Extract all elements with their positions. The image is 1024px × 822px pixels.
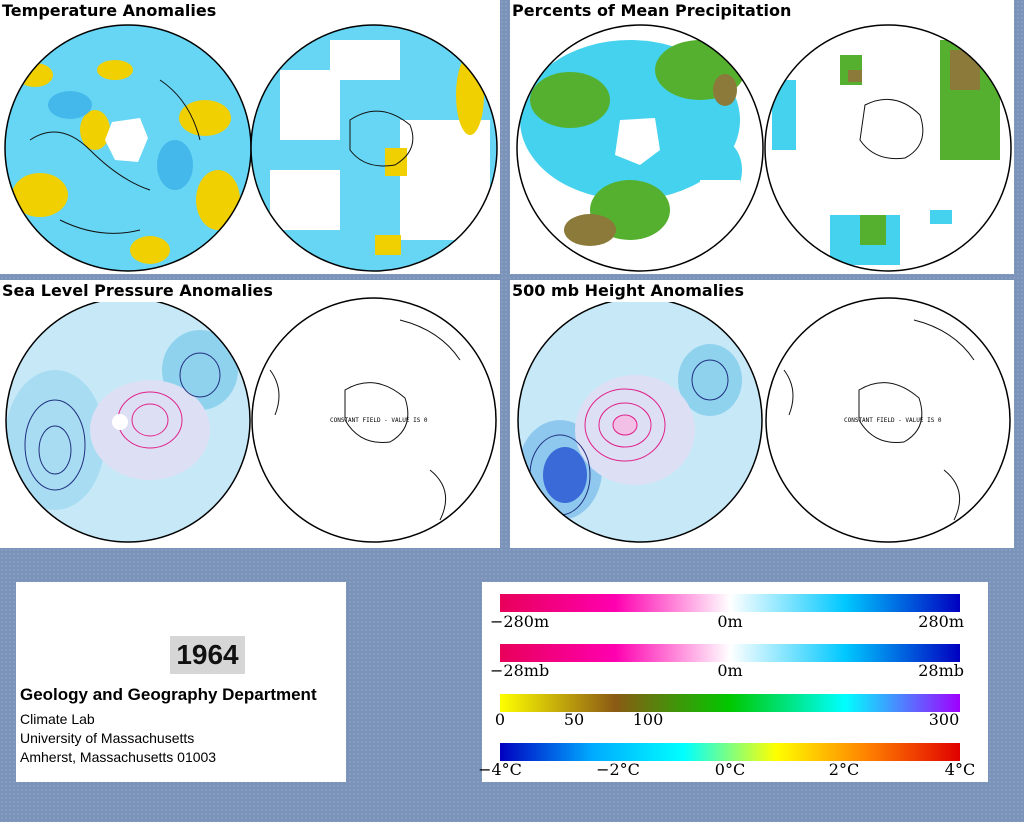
pressure-color-bar: [500, 644, 960, 662]
southern-hemisphere-map: [765, 297, 1011, 543]
sea-level-pressure-panel: Sea Level Pressure Anomalies CONSTANT FI…: [0, 280, 500, 548]
temp-tick-minus2: −2°C: [596, 760, 640, 779]
panel-title: Sea Level Pressure Anomalies: [0, 280, 275, 302]
temp-tick-minus4: −4°C: [478, 760, 522, 779]
northern-hemisphere-map: [5, 25, 251, 271]
temperature-anomalies-panel: Temperature Anomalies: [0, 0, 500, 274]
northern-hemisphere-map: [6, 298, 250, 542]
southern-hemisphere-map: [251, 297, 497, 543]
pressure-tick-min: −28mb: [490, 661, 550, 680]
temp-tick-4: 4°C: [944, 760, 976, 779]
500mb-height-panel: 500 mb Height Anomalies CONSTANT FIELD -…: [510, 280, 1014, 548]
constant-field-note: CONSTANT FIELD - VALUE IS 0: [330, 417, 428, 424]
northern-hemisphere-map: [517, 25, 763, 271]
precip-tick-300: 300: [928, 710, 960, 729]
constant-field-note: CONSTANT FIELD - VALUE IS 0: [844, 417, 942, 424]
temperature-maps: [4, 24, 498, 272]
precipitation-panel: Percents of Mean Precipitation: [510, 0, 1014, 274]
precip-tick-100: 100: [632, 710, 664, 729]
precipitation-maps: [516, 24, 1012, 272]
panel-title: Percents of Mean Precipitation: [510, 0, 794, 22]
height-tick-min: −280m: [490, 612, 550, 631]
temperature-color-bar: [500, 743, 960, 761]
precip-tick-0: 0: [494, 710, 506, 729]
height-tick-max: 280m: [918, 612, 964, 631]
lab-name: Climate Lab: [20, 711, 95, 727]
year-label: 1964: [170, 636, 245, 674]
panel-title: 500 mb Height Anomalies: [510, 280, 747, 302]
height-color-bar: [500, 594, 960, 612]
department-name: Geology and Geography Department: [20, 685, 317, 704]
pressure-tick-zero: 0m: [717, 661, 743, 680]
panel-title: Temperature Anomalies: [0, 0, 219, 22]
temp-tick-2: 2°C: [828, 760, 860, 779]
height-maps: [517, 297, 1011, 543]
southern-hemisphere-map: [251, 25, 497, 271]
info-box: 1964 Geology and Geography Department Cl…: [16, 582, 346, 782]
precip-tick-50: 50: [563, 710, 585, 729]
pressure-maps: [5, 297, 497, 543]
pressure-tick-max: 28mb: [918, 661, 964, 680]
temp-tick-zero: 0°C: [714, 760, 746, 779]
southern-hemisphere-map: [765, 25, 1011, 271]
university-name: University of Massachusetts: [20, 730, 195, 746]
address-line: Amherst, Massachusetts 01003: [20, 749, 217, 765]
color-legend: −280m 0m 280m −28mb 0m 28mb 0 50 100 300…: [478, 582, 988, 782]
precipitation-color-bar: [500, 694, 960, 712]
northern-hemisphere-map: [518, 298, 762, 542]
height-tick-zero: 0m: [717, 612, 743, 631]
